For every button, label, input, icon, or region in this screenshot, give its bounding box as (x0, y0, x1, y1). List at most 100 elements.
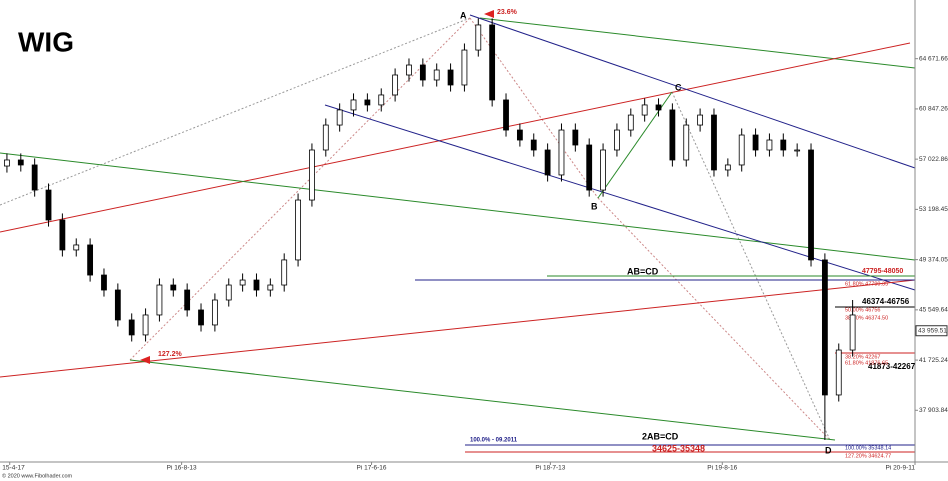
candle-body (794, 149, 801, 152)
candle-body (530, 139, 537, 151)
candle-body (447, 69, 454, 86)
annotation: C (675, 82, 682, 92)
arrow (484, 10, 494, 18)
trend-line (469, 14, 916, 169)
trend-line (0, 42, 911, 233)
candle-body (101, 274, 107, 291)
candle-body (59, 219, 66, 251)
candle-body (31, 164, 38, 191)
candle-body (627, 114, 634, 131)
candle-body (503, 99, 509, 131)
candle-body (45, 189, 52, 221)
candle-body (711, 114, 717, 171)
annotation: 2AB=CD (642, 431, 679, 441)
candle-body (475, 24, 482, 51)
fib-line (0, 17, 471, 206)
candle-body (600, 149, 606, 191)
annotation: 61.80% 41876.65 (845, 360, 888, 366)
candle-body (239, 279, 246, 286)
annotation: A (460, 10, 467, 20)
candle-body (184, 289, 191, 311)
annotation: 23.6% (497, 9, 518, 16)
candle-body (808, 149, 814, 261)
candle-body (461, 49, 468, 86)
trend-line (479, 17, 916, 69)
y-tick-label: 45 549.64 (919, 307, 948, 314)
candle-body (835, 349, 842, 396)
candle-body (419, 64, 426, 81)
y-tick-label: 41 725.24 (919, 357, 948, 364)
candle-body (614, 129, 620, 151)
candle-body (253, 279, 260, 291)
candle-body (350, 99, 357, 111)
y-tick-label: 64 671.66 (919, 55, 948, 62)
candle-body (752, 134, 759, 151)
last-price-box (915, 325, 948, 337)
candle-body (544, 149, 551, 176)
x-tick-label: Pi 19-8-16 (707, 465, 737, 472)
candle-body (572, 129, 579, 146)
trend-line (129, 359, 836, 441)
annotation: 127.2% (158, 351, 183, 358)
y-tick-label: 57 022.86 (919, 156, 948, 163)
trend-line (324, 104, 916, 291)
x-tick-label: Pi 17-6-16 (357, 465, 387, 472)
y-tick-label: 49 374.05 (919, 256, 948, 263)
candle-body (225, 284, 232, 301)
annotation: 47795-48050 (862, 268, 903, 275)
candle-body (433, 69, 440, 81)
candle-body (406, 64, 412, 76)
arrow (140, 356, 150, 364)
annotation: 127.20% 34624.77 (845, 453, 891, 459)
annotation: B (591, 201, 598, 211)
x-tick-label: Pi 16-8-13 (167, 465, 197, 472)
candle-body (766, 139, 773, 151)
x-tick-label: Pi 15-4-17 (0, 465, 25, 472)
candle-body (267, 284, 274, 291)
candle-body (322, 124, 329, 151)
candle-body (170, 284, 177, 291)
candle-body (697, 114, 704, 126)
candle-body (87, 244, 94, 276)
candle-body (364, 99, 371, 106)
candle-body (558, 129, 565, 176)
y-tick-label: 37 903.84 (919, 407, 948, 414)
trend-lines (0, 10, 916, 453)
candle-body (780, 139, 787, 151)
last-price-label: 43 959.51 (918, 327, 947, 334)
candle-body (156, 284, 163, 316)
annotation: 34625-35348 (652, 443, 705, 453)
candle-body (198, 309, 204, 326)
chart-title: WIG (18, 26, 74, 57)
candle-body (309, 149, 315, 201)
annotation: 100.00% 35348.14 (845, 445, 891, 451)
candle-body (211, 299, 218, 326)
annotation: AB=CD (627, 266, 659, 276)
copyright: © 2020 www.Fibolhader.com (2, 472, 73, 479)
candle-body (73, 244, 80, 251)
candle-body (128, 319, 135, 336)
candle-body (586, 144, 593, 191)
annotation: 100.0% - 09.2011 (470, 438, 518, 444)
candle-body (669, 109, 676, 161)
candle-body (849, 314, 856, 351)
annotation: 38.20% 46374.50 (845, 315, 888, 321)
candle-body (516, 129, 523, 141)
annotation: 50.00% 46756 (845, 307, 880, 313)
candle-body (378, 94, 385, 106)
candle-body (4, 159, 10, 167)
x-tick-label: Pi 20-9-11 (885, 465, 915, 472)
annotation: D (825, 445, 832, 455)
candle-body (738, 134, 745, 166)
candle-body (489, 24, 496, 101)
candle-body (336, 109, 343, 126)
trend-line (0, 279, 916, 378)
candle-body (641, 104, 648, 116)
candle-body (683, 124, 690, 161)
annotation: 46374-46756 (862, 297, 910, 306)
annotation: 38.20% 42267 (845, 354, 880, 360)
candle-body (114, 289, 121, 321)
